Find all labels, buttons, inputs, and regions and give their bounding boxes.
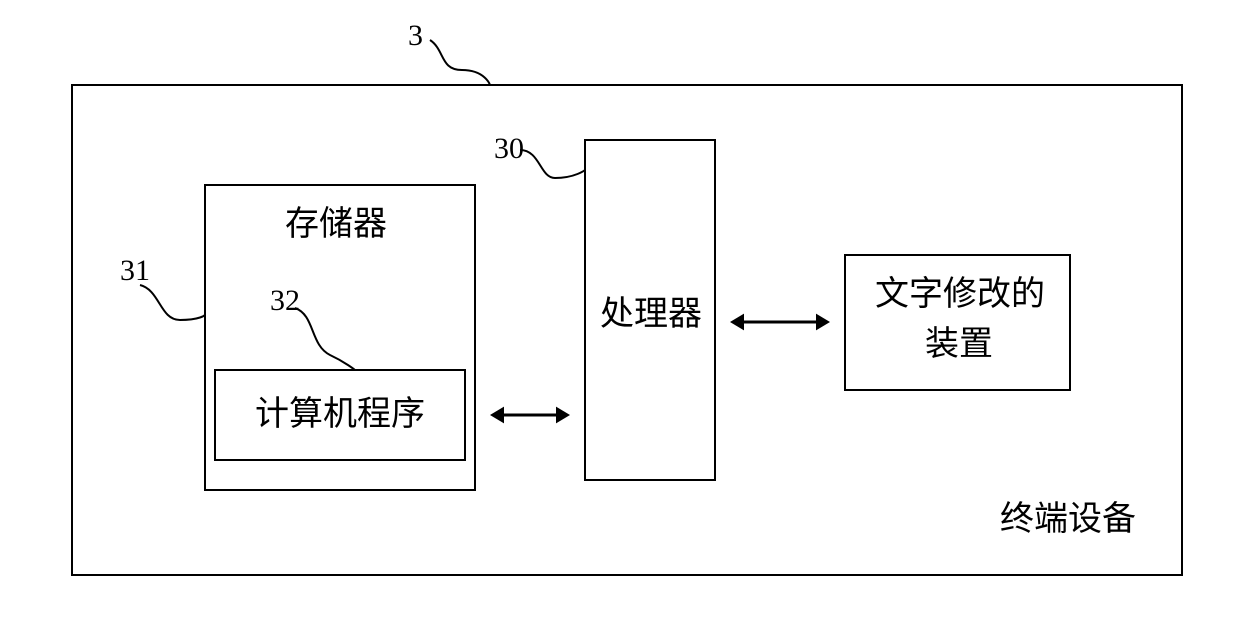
processor-label: 处理器 — [600, 296, 702, 333]
terminal-device-label: 终端设备 — [1000, 500, 1136, 538]
arrow-memory-processor — [490, 407, 570, 424]
device-label-line1: 文字修改的 — [875, 275, 1045, 313]
ref-label-3: 3 — [408, 19, 423, 52]
memory-label: 存储器 — [285, 205, 387, 243]
device-label-line2: 装置 — [925, 325, 993, 363]
leader-3 — [430, 40, 490, 85]
leader-30 — [520, 150, 585, 178]
ref-label-30: 30 — [494, 132, 524, 165]
leader-31 — [140, 285, 205, 320]
program-label: 计算机程序 — [255, 395, 425, 433]
ref-label-32: 32 — [270, 284, 300, 317]
ref-label-31: 31 — [120, 254, 150, 287]
leader-32 — [295, 308, 355, 370]
arrow-processor-device — [730, 314, 830, 331]
